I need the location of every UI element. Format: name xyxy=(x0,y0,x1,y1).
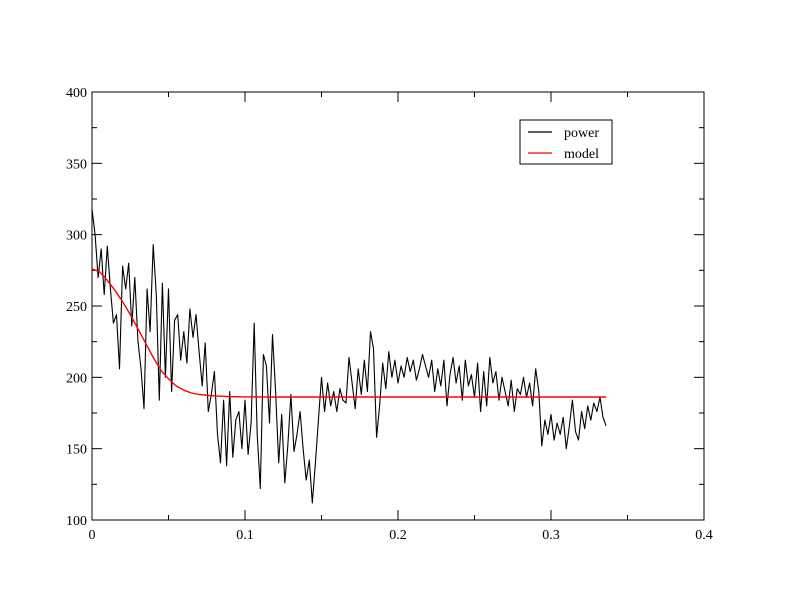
x-axis: 0 0.1 0.2 0.3 0.4 xyxy=(89,92,713,543)
y-tick-label: 300 xyxy=(66,229,87,244)
legend-box xyxy=(519,119,613,165)
y-tick-label: 250 xyxy=(66,300,87,315)
x-tick-label: 0.3 xyxy=(542,528,560,543)
y-tick-label: 200 xyxy=(66,371,87,386)
legend-label-power: power xyxy=(564,126,599,141)
x-tick-label: 0.2 xyxy=(389,528,407,543)
y-tick-label: 400 xyxy=(66,86,87,101)
y-tick-label: 150 xyxy=(66,443,87,458)
x-tick-label: 0.4 xyxy=(695,528,713,543)
x-tick-label: 0.1 xyxy=(236,528,254,543)
series-line-model xyxy=(91,268,607,398)
x-tick-label: 0 xyxy=(89,528,96,543)
y-tick-label: 100 xyxy=(66,514,87,529)
legend: power model xyxy=(519,119,613,165)
y-tick-label: 350 xyxy=(66,157,87,172)
series-layer xyxy=(91,208,607,504)
y-axis: 100 150 200 250 300 350 400 xyxy=(66,86,704,529)
series-line-power xyxy=(91,208,607,504)
legend-label-model: model xyxy=(564,147,599,162)
